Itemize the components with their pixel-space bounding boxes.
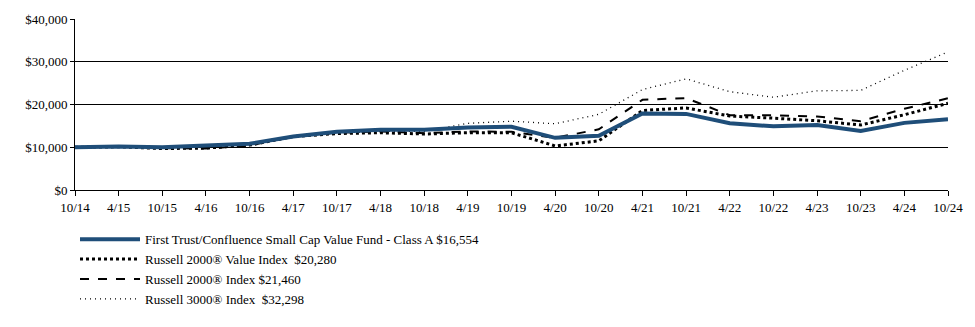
svg-text:4/20: 4/20 xyxy=(544,200,567,215)
svg-text:10/24: 10/24 xyxy=(933,200,963,215)
svg-text:$30,000: $30,000 xyxy=(25,54,67,69)
svg-text:Russell 2000® Index $21,460: Russell 2000® Index $21,460 xyxy=(145,272,301,287)
svg-text:4/17: 4/17 xyxy=(282,200,306,215)
svg-text:4/16: 4/16 xyxy=(194,200,218,215)
svg-text:$10,000: $10,000 xyxy=(25,140,67,155)
svg-text:10/15: 10/15 xyxy=(147,200,177,215)
svg-text:10/19: 10/19 xyxy=(497,200,527,215)
svg-text:4/18: 4/18 xyxy=(369,200,392,215)
svg-text:Russell 2000® Value Index $20: Russell 2000® Value Index $20,280 xyxy=(145,252,337,267)
svg-text:10/23: 10/23 xyxy=(846,200,876,215)
svg-text:10/14: 10/14 xyxy=(60,200,90,215)
svg-text:4/19: 4/19 xyxy=(456,200,479,215)
svg-text:10/16: 10/16 xyxy=(235,200,265,215)
svg-text:Russell 3000® Index $32,298: Russell 3000® Index $32,298 xyxy=(145,292,304,307)
svg-text:$40,000: $40,000 xyxy=(25,12,67,27)
svg-text:10/20: 10/20 xyxy=(584,200,614,215)
svg-text:10/18: 10/18 xyxy=(409,200,439,215)
svg-text:$0: $0 xyxy=(54,183,67,198)
svg-text:4/24: 4/24 xyxy=(893,200,917,215)
svg-text:4/15: 4/15 xyxy=(107,200,130,215)
svg-text:10/22: 10/22 xyxy=(759,200,789,215)
svg-text:4/23: 4/23 xyxy=(805,200,828,215)
svg-text:4/22: 4/22 xyxy=(718,200,741,215)
svg-text:4/21: 4/21 xyxy=(631,200,654,215)
svg-text:$20,000: $20,000 xyxy=(25,97,67,112)
svg-text:10/21: 10/21 xyxy=(671,200,701,215)
svg-text:10/17: 10/17 xyxy=(322,200,352,215)
svg-text:First Trust/Confluence Small C: First Trust/Confluence Small Cap Value F… xyxy=(145,232,479,247)
